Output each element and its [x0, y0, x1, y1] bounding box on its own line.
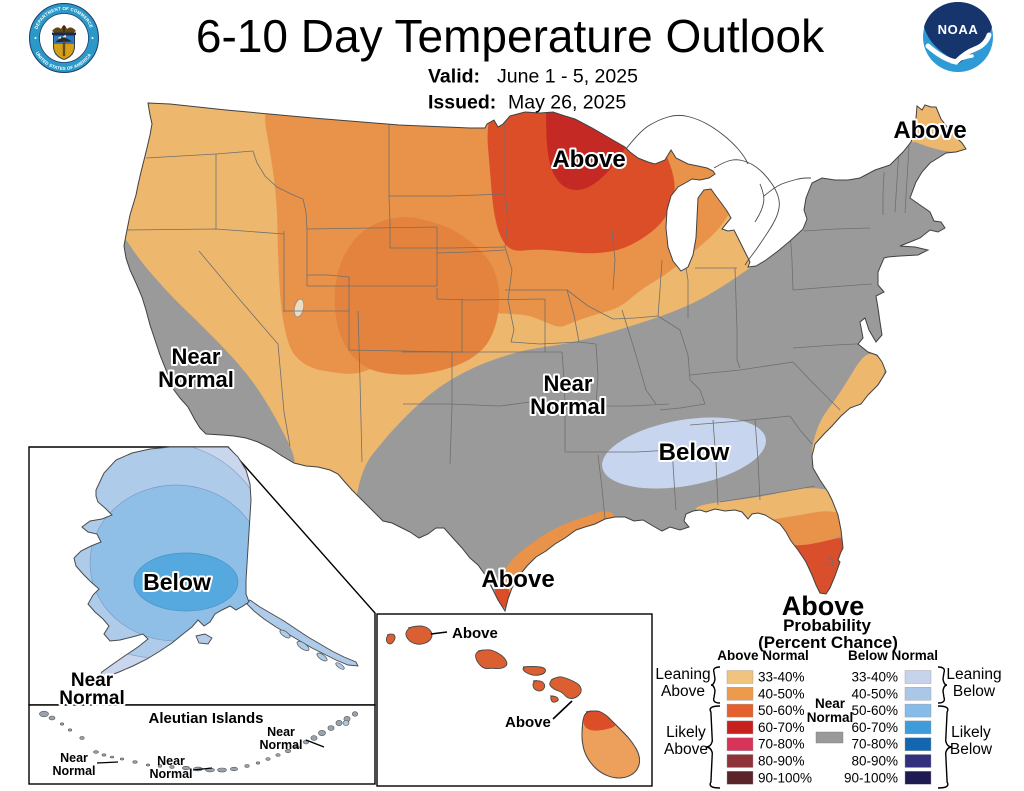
svg-text:Likely: Likely	[666, 724, 706, 741]
svg-text:33-40%: 33-40%	[758, 670, 805, 685]
svg-text:Normal: Normal	[530, 394, 606, 419]
svg-text:Below: Below	[143, 569, 211, 595]
svg-text:90-100%: 90-100%	[758, 770, 812, 785]
svg-text:50-60%: 50-60%	[758, 703, 805, 718]
svg-text:Below: Below	[953, 683, 996, 700]
svg-text:Normal: Normal	[59, 688, 124, 709]
svg-text:Normal: Normal	[149, 767, 192, 781]
svg-text:Near: Near	[815, 696, 846, 711]
svg-text:Near: Near	[71, 670, 114, 691]
svg-text:33-40%: 33-40%	[851, 670, 898, 685]
svg-text:Above: Above	[505, 714, 551, 731]
svg-text:(Percent Chance): (Percent Chance)	[758, 633, 898, 652]
svg-text:Aleutian Islands: Aleutian Islands	[148, 710, 263, 727]
svg-text:Above: Above	[664, 741, 708, 758]
svg-text:Issued:May 26, 2025: Issued: May 26, 2025	[428, 92, 626, 114]
svg-text:Normal: Normal	[807, 710, 854, 725]
svg-text:90-100%: 90-100%	[844, 770, 898, 785]
svg-text:Probability: Probability	[783, 616, 871, 635]
svg-text:Normal: Normal	[52, 764, 95, 778]
svg-text:Above: Above	[661, 683, 705, 700]
svg-text:Above: Above	[481, 566, 554, 593]
svg-text:6-10 Day Temperature Outlook: 6-10 Day Temperature Outlook	[196, 10, 825, 62]
svg-text:Near: Near	[157, 754, 185, 768]
svg-text:Above: Above	[893, 117, 966, 144]
svg-text:70-80%: 70-80%	[758, 737, 805, 752]
svg-text:Above Normal: Above Normal	[717, 648, 809, 663]
svg-text:Below Normal: Below Normal	[848, 648, 938, 663]
svg-text:Near: Near	[544, 371, 593, 396]
svg-text:50-60%: 50-60%	[851, 703, 898, 718]
svg-text:80-90%: 80-90%	[758, 754, 805, 769]
svg-text:Normal: Normal	[259, 738, 302, 752]
svg-text:Valid:June 1 - 5, 2025: Valid: June 1 - 5, 2025	[428, 66, 638, 88]
svg-text:Leaning: Leaning	[946, 666, 1001, 683]
svg-text:Likely: Likely	[951, 724, 991, 741]
svg-text:Below: Below	[950, 741, 993, 758]
svg-text:Below: Below	[659, 439, 730, 466]
svg-text:Near: Near	[60, 751, 88, 765]
svg-text:60-70%: 60-70%	[758, 720, 805, 735]
svg-text:60-70%: 60-70%	[851, 720, 898, 735]
svg-text:80-90%: 80-90%	[851, 754, 898, 769]
svg-text:40-50%: 40-50%	[851, 686, 898, 701]
svg-text:Near: Near	[267, 725, 295, 739]
svg-text:40-50%: 40-50%	[758, 686, 805, 701]
svg-text:Above: Above	[782, 591, 865, 621]
svg-text:NOAA: NOAA	[938, 22, 979, 37]
svg-text:Above: Above	[452, 625, 498, 642]
svg-text:Normal: Normal	[158, 367, 234, 392]
svg-text:Leaning: Leaning	[655, 666, 710, 683]
svg-text:70-80%: 70-80%	[851, 737, 898, 752]
svg-text:Near: Near	[172, 344, 221, 369]
svg-text:Above: Above	[552, 146, 625, 173]
